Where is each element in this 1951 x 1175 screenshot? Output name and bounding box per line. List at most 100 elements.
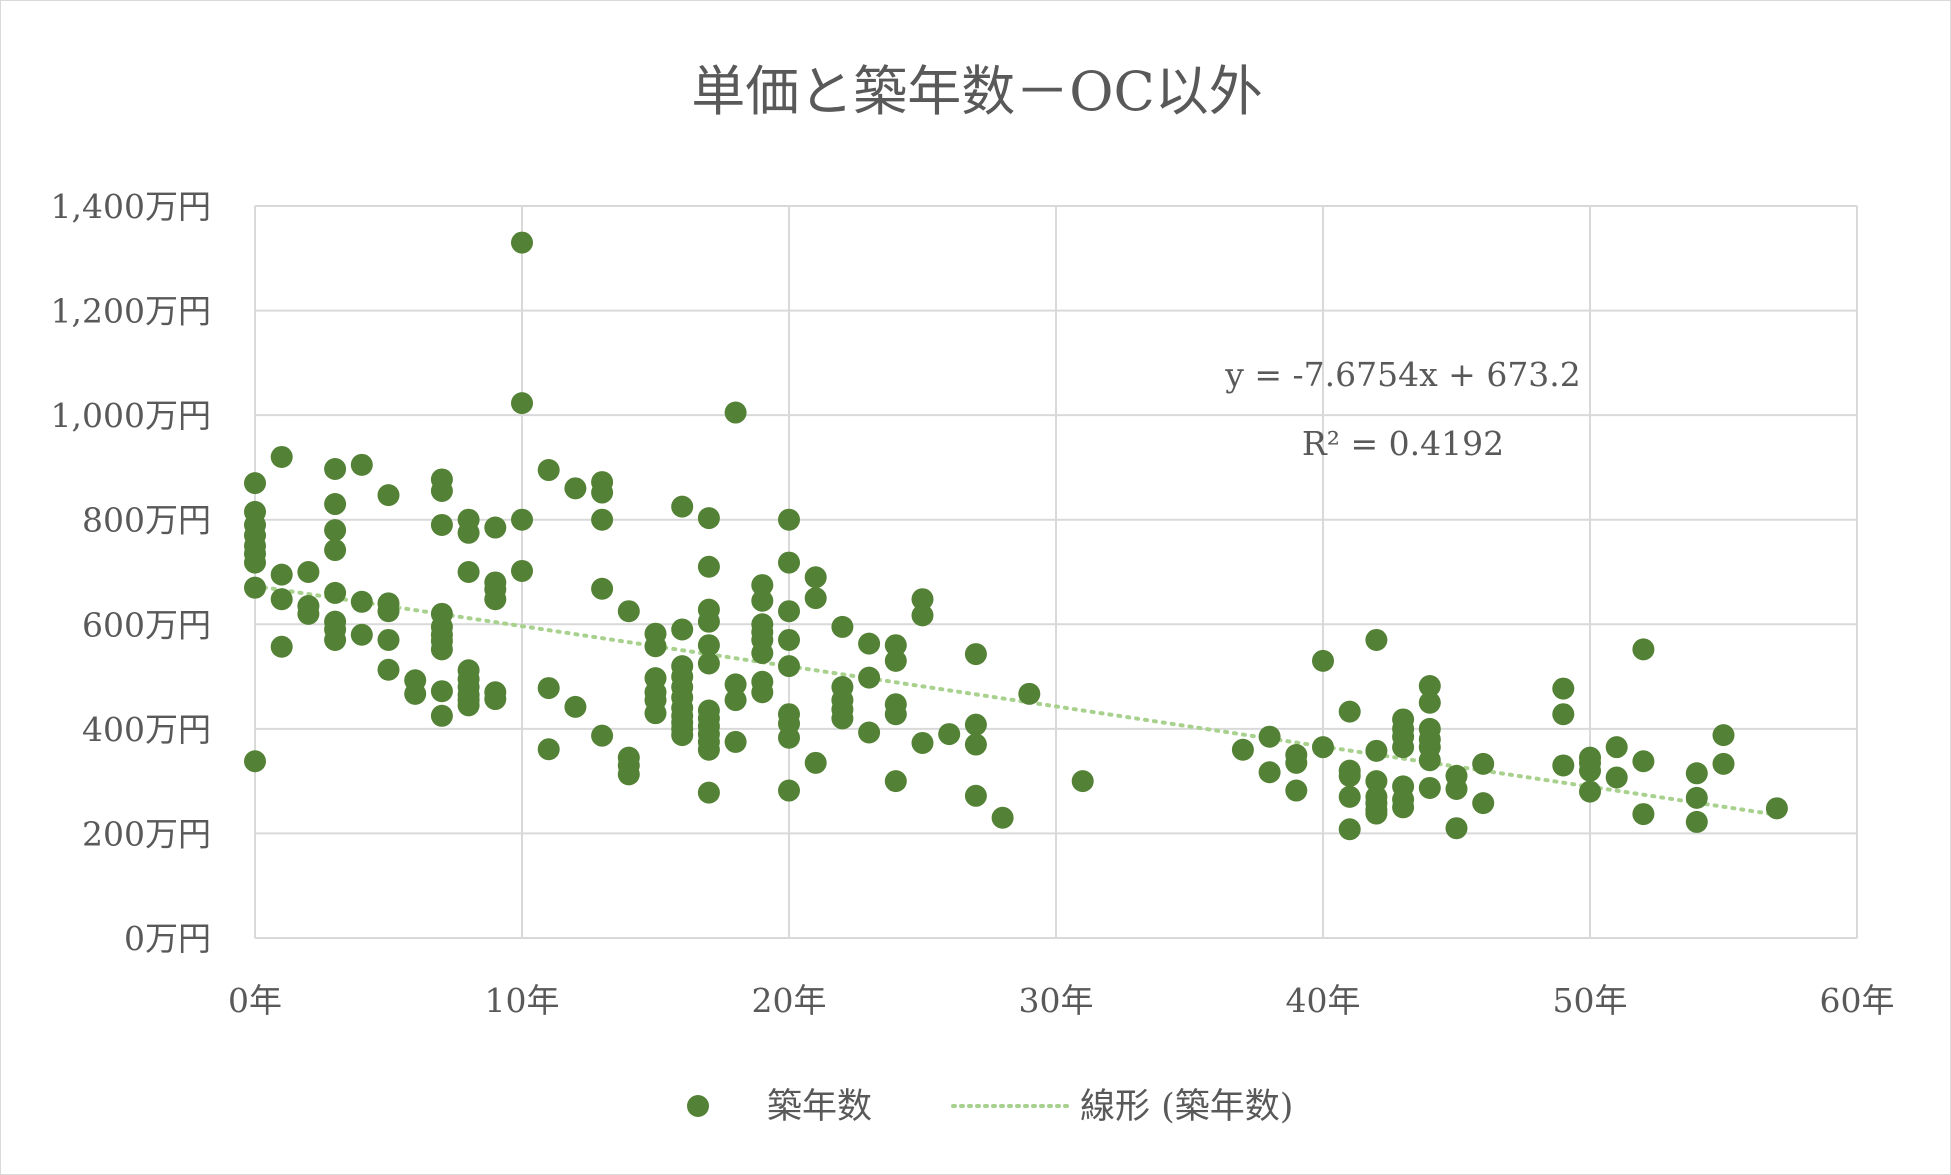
- data-point: [778, 628, 800, 651]
- data-point: [1552, 703, 1575, 726]
- y-tick-label: 400万円: [82, 710, 211, 749]
- data-point: [964, 643, 987, 666]
- data-point: [804, 587, 827, 610]
- data-point: [430, 479, 453, 502]
- data-point: [1605, 766, 1628, 789]
- data-point: [1285, 751, 1308, 774]
- data-point: [430, 638, 453, 661]
- data-point: [751, 642, 774, 665]
- data-point: [697, 555, 720, 578]
- data-point: [778, 726, 800, 749]
- y-tick-label: 0万円: [124, 919, 211, 958]
- data-point: [511, 392, 533, 415]
- data-point: [1312, 649, 1334, 672]
- data-point: [858, 666, 881, 689]
- data-point: [671, 495, 694, 518]
- data-point: [1365, 802, 1388, 825]
- y-axis-tick-labels: 0万円 200万円 400万円 600万円 800万円 1,000万円 1,200万円 1,4…: [51, 187, 211, 958]
- x-tick-label: 60年: [1820, 981, 1895, 1020]
- data-point: [564, 695, 587, 718]
- data-point: [911, 588, 934, 611]
- data-point: [430, 513, 453, 536]
- data-point: [537, 738, 560, 761]
- data-point: [1632, 803, 1655, 826]
- data-point: [484, 588, 507, 611]
- data-point: [1338, 818, 1361, 841]
- data-point: [1765, 797, 1788, 820]
- data-point: [1552, 754, 1575, 777]
- x-tick-label: 50年: [1553, 981, 1628, 1020]
- data-point: [778, 508, 800, 531]
- data-point: [1338, 785, 1361, 808]
- data-point: [270, 445, 293, 468]
- data-point: [991, 806, 1014, 829]
- y-tick-label: 1,200万円: [51, 292, 211, 331]
- trendline: [253, 584, 1779, 817]
- data-point: [324, 628, 347, 651]
- data-point: [511, 508, 533, 531]
- data-point: [1685, 786, 1708, 809]
- x-tick-label: 20年: [752, 981, 827, 1020]
- data-point: [697, 781, 720, 804]
- data-point: [537, 459, 560, 482]
- data-point: [1365, 770, 1388, 793]
- data-point: [964, 713, 987, 736]
- data-point: [1365, 628, 1388, 651]
- data-point: [1231, 738, 1254, 761]
- data-point: [724, 730, 747, 753]
- data-point: [1071, 770, 1094, 793]
- data-point: [884, 770, 907, 793]
- data-point: [324, 519, 347, 542]
- data-point: [591, 481, 614, 504]
- data-point: [831, 615, 854, 638]
- data-point: [1445, 777, 1468, 800]
- data-point: [697, 610, 720, 633]
- data-point: [484, 516, 507, 539]
- data-point: [297, 602, 320, 625]
- x-tick-label: 30年: [1019, 981, 1094, 1020]
- data-point: [964, 784, 987, 807]
- data-point: [778, 600, 800, 623]
- data-point: [751, 589, 774, 612]
- data-points: [244, 231, 1788, 841]
- data-point: [751, 574, 774, 597]
- data-point: [938, 723, 961, 746]
- data-point: [697, 634, 720, 657]
- data-point: [858, 632, 881, 655]
- data-point: [457, 561, 480, 583]
- data-point: [350, 623, 373, 646]
- data-point: [1392, 736, 1415, 759]
- data-point: [270, 635, 293, 658]
- x-tick-label: 10年: [485, 981, 560, 1020]
- data-point: [1258, 725, 1281, 748]
- data-point: [1392, 796, 1415, 819]
- x-axis-tick-labels: 0年 10年 20年 30年 40年 50年 60年: [228, 981, 1895, 1020]
- data-point: [457, 521, 480, 544]
- data-point: [1365, 739, 1388, 762]
- data-point: [324, 581, 347, 604]
- data-point: [457, 694, 480, 717]
- data-point: [1338, 764, 1361, 787]
- data-point: [297, 561, 320, 583]
- data-point: [537, 677, 560, 700]
- data-point: [671, 724, 694, 747]
- data-point: [404, 682, 427, 705]
- data-point: [831, 707, 854, 730]
- data-point: [511, 231, 533, 254]
- data-point: [751, 681, 774, 704]
- data-point: [964, 733, 987, 756]
- legend-marker-icon: [687, 1095, 709, 1117]
- data-point: [1445, 817, 1468, 840]
- data-point: [884, 634, 907, 657]
- data-point: [1552, 677, 1575, 700]
- data-point: [724, 689, 747, 712]
- data-point: [1338, 700, 1361, 723]
- data-point: [778, 551, 800, 574]
- data-point: [377, 628, 400, 651]
- data-point: [724, 673, 747, 696]
- data-point: [1472, 792, 1495, 815]
- data-point: [1632, 638, 1655, 661]
- data-point: [1712, 752, 1735, 775]
